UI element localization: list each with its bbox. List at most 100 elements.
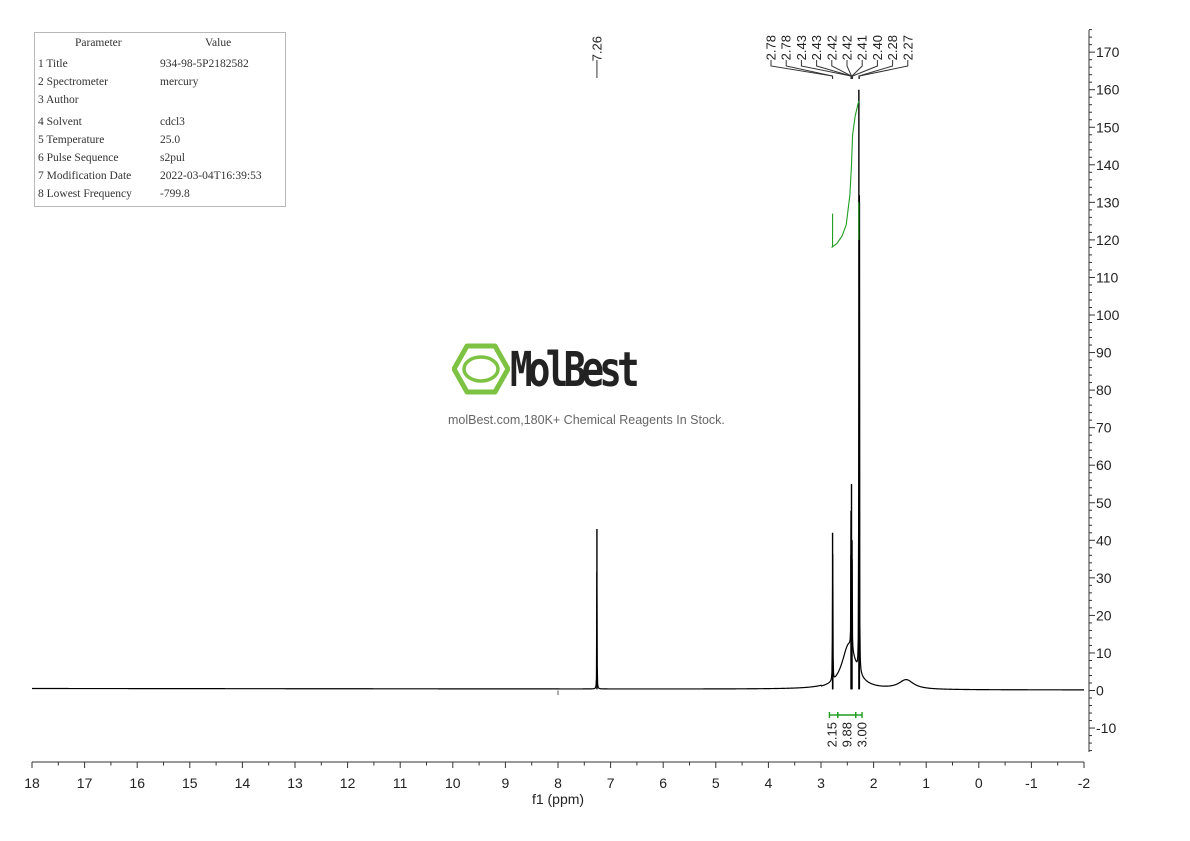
y-tick-label: 40	[1096, 532, 1112, 548]
parameter-value: 25.0	[160, 134, 181, 146]
x-tick-label: 14	[235, 775, 251, 791]
y-tick-label: 150	[1096, 119, 1120, 135]
y-tick-label: 60	[1096, 457, 1112, 473]
y-tick-label: 120	[1096, 232, 1120, 248]
x-tick-label: 2	[870, 775, 878, 791]
parameter-value: mercury	[160, 76, 199, 88]
x-tick-label: 9	[502, 775, 510, 791]
x-tick-label: 8	[554, 775, 562, 791]
peak-label: 2.27	[900, 35, 915, 60]
peak-label: 2.41	[855, 35, 870, 60]
parameter-name: 4 Solvent	[38, 116, 82, 128]
integral-curve	[831, 100, 860, 248]
y-tick-label: 160	[1096, 82, 1120, 98]
y-tick-label: 0	[1096, 683, 1104, 699]
peak-label: 2.43	[809, 35, 824, 60]
y-axis: 1701601501401301201101009080706050403020…	[1088, 29, 1120, 752]
y-tick-label: 10	[1096, 645, 1112, 661]
x-tick-label: -1	[1025, 775, 1038, 791]
y-tick-label: 20	[1096, 607, 1112, 623]
parameter-value: 2022-03-04T16:39:53	[160, 170, 262, 182]
parameter-value: 934-98-5P2182582	[160, 58, 249, 70]
y-tick-label: 110	[1096, 269, 1119, 285]
watermark: MolBest molBest.com,180K+ Chemical Reage…	[440, 340, 750, 440]
x-tick-label: 15	[182, 775, 198, 791]
x-tick-label: 6	[659, 775, 667, 791]
x-tick-label: 13	[287, 775, 303, 791]
parameter-row: 4 Solvent cdcl3	[35, 116, 285, 132]
peak-labels: 7.26 2.78 2.78 2.43 2.43 2.42 2.42 2.41 2.40 2.28…	[589, 35, 915, 79]
parameter-row: 7 Modification Date 2022-03-04T16:39:53	[35, 170, 285, 186]
peak-label: 2.42	[824, 35, 839, 60]
watermark-tagline: molBest.com,180K+ Chemical Reagents In S…	[448, 413, 725, 427]
watermark-brand: MolBest	[510, 342, 640, 398]
x-tick-label: 11	[393, 775, 408, 791]
y-tick-label: 140	[1096, 157, 1120, 173]
peak-label: 2.43	[794, 35, 809, 60]
x-tick-label: 7	[607, 775, 615, 791]
header-parameter: Parameter	[75, 37, 122, 49]
y-tick-label: 130	[1096, 194, 1120, 210]
y-tick-label: 70	[1096, 420, 1112, 436]
plot-area	[32, 89, 1084, 696]
parameter-value: s2pul	[160, 152, 185, 164]
integral-label: 3.00	[855, 722, 870, 747]
x-tick-label: 0	[975, 775, 983, 791]
x-tick-label: 16	[129, 775, 145, 791]
peak-label-leader	[852, 60, 878, 79]
peak-label-leader	[858, 60, 894, 79]
integrals: 2.15 9.88 3.00	[825, 712, 870, 747]
benzene-logo-icon	[452, 343, 510, 395]
y-tick-label: 80	[1096, 382, 1112, 398]
x-tick-label: 12	[340, 775, 356, 791]
peak-label: 2.40	[870, 35, 885, 60]
parameter-name: 1 Title	[38, 58, 68, 70]
x-tick-label: 5	[712, 775, 720, 791]
y-tick-label: 90	[1096, 345, 1112, 361]
integral-label: 2.15	[825, 722, 840, 747]
x-tick-label: -2	[1078, 775, 1091, 791]
peak-label-leader	[846, 60, 853, 79]
peak-label-leader	[816, 60, 852, 79]
y-tick-label: 100	[1096, 307, 1120, 323]
parameter-name: 3 Author	[38, 94, 79, 106]
parameter-row: 8 Lowest Frequency -799.8	[35, 188, 285, 204]
peak-label-leader	[858, 60, 909, 79]
x-tick-label: 4	[765, 775, 773, 791]
peak-label: 2.28	[885, 35, 900, 60]
x-tick-label: 3	[817, 775, 825, 791]
peak-label-leader	[785, 60, 834, 79]
parameter-row: 6 Pulse Sequence s2pul	[35, 152, 285, 168]
x-tick-label: 1	[922, 775, 930, 791]
peak-label-leader	[800, 60, 852, 79]
parameter-row: 1 Title 934-98-5P2182582	[35, 58, 285, 74]
x-tick-label: 10	[445, 775, 461, 791]
parameter-name: 8 Lowest Frequency	[38, 188, 132, 200]
parameter-name: 7 Modification Date	[38, 170, 132, 182]
parameter-table-header: Parameter Value	[35, 37, 285, 53]
peak-label: 2.78	[779, 35, 794, 60]
y-tick-label: 50	[1096, 495, 1112, 511]
peak-label: 2.78	[764, 35, 779, 60]
peak-label-leader	[851, 60, 863, 79]
parameter-value: -799.8	[160, 188, 190, 200]
y-tick-label: 170	[1096, 44, 1120, 60]
integral-label: 9.88	[840, 722, 855, 747]
y-tick-label: 30	[1096, 570, 1112, 586]
x-axis: 18 17 16 15 14 13 12 11 10 9 8 7 6 5 4 3 2 1 0 -1 -2	[24, 761, 1091, 791]
parameter-row: 2 Spectrometer mercury	[35, 76, 285, 92]
spectrum-line	[32, 195, 1084, 691]
parameter-row: 3 Author	[35, 94, 285, 110]
x-axis-label: f1 (ppm)	[532, 791, 584, 807]
parameter-name: 2 Spectrometer	[38, 76, 108, 88]
parameter-value: cdcl3	[160, 116, 185, 128]
peak-label: 7.26	[589, 36, 604, 61]
parameter-name: 5 Temperature	[38, 134, 105, 146]
x-tick-label: 17	[77, 775, 93, 791]
header-value: Value	[205, 37, 232, 49]
parameter-name: 6 Pulse Sequence	[38, 152, 119, 164]
x-tick-label: 18	[24, 775, 40, 791]
y-tick-label: -10	[1096, 720, 1116, 736]
parameter-table: Parameter Value 1 Title 934-98-5P2182582…	[34, 32, 286, 207]
